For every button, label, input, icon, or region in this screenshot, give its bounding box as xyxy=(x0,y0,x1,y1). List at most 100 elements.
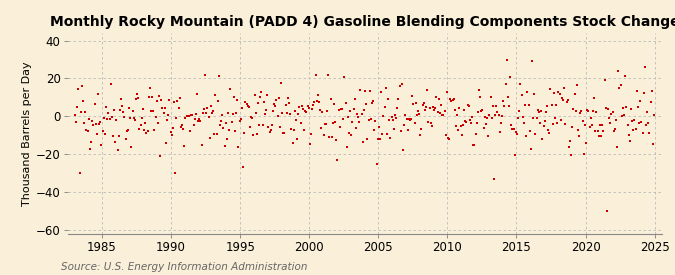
Point xyxy=(172,99,183,103)
Point xyxy=(109,108,119,113)
Point xyxy=(287,141,298,145)
Point xyxy=(472,109,483,114)
Title: Monthly Rocky Mountain (PADD 4) Gasoline Blending Components Stock Change: Monthly Rocky Mountain (PADD 4) Gasoline… xyxy=(50,15,675,29)
Point xyxy=(471,121,482,126)
Y-axis label: Thousand Barrels per Day: Thousand Barrels per Day xyxy=(22,61,32,206)
Point xyxy=(325,97,336,101)
Point xyxy=(301,109,312,114)
Point xyxy=(451,124,462,128)
Point xyxy=(236,117,246,121)
Point xyxy=(115,96,126,101)
Point xyxy=(252,100,263,105)
Point xyxy=(267,123,277,127)
Point xyxy=(506,123,516,127)
Point xyxy=(126,145,137,149)
Point xyxy=(418,101,429,106)
Point xyxy=(401,116,412,121)
Point xyxy=(468,143,479,147)
Point xyxy=(512,132,522,137)
Point xyxy=(141,131,152,135)
Point xyxy=(591,110,602,115)
Point xyxy=(254,122,265,127)
Point xyxy=(72,104,82,109)
Point xyxy=(458,123,468,127)
Point xyxy=(495,120,506,125)
Point xyxy=(292,137,302,141)
Point xyxy=(490,113,501,117)
Point xyxy=(233,145,244,149)
Point xyxy=(474,88,485,92)
Point xyxy=(412,108,423,113)
Point xyxy=(148,109,159,113)
Point xyxy=(568,107,579,111)
Point xyxy=(220,121,231,125)
Point xyxy=(414,112,425,117)
Point xyxy=(263,124,274,129)
Point xyxy=(582,108,593,112)
Point xyxy=(391,116,402,120)
Point xyxy=(213,73,224,78)
Point xyxy=(337,107,348,111)
Point xyxy=(298,107,308,111)
Point xyxy=(82,129,93,133)
Point xyxy=(400,113,411,117)
Point xyxy=(265,128,276,132)
Point xyxy=(153,121,163,126)
Point xyxy=(92,92,103,96)
Point xyxy=(398,147,408,152)
Point xyxy=(340,101,351,105)
Point xyxy=(561,100,572,104)
Point xyxy=(491,104,502,109)
Point xyxy=(309,100,320,104)
Point xyxy=(130,118,140,122)
Point xyxy=(454,106,465,110)
Point xyxy=(95,120,106,124)
Point xyxy=(327,121,338,126)
Point xyxy=(588,109,599,113)
Point xyxy=(538,124,549,128)
Point xyxy=(324,135,335,139)
Point xyxy=(187,113,198,117)
Point xyxy=(572,128,583,132)
Point xyxy=(482,116,493,120)
Point xyxy=(452,113,462,117)
Point xyxy=(71,120,82,124)
Point xyxy=(634,99,645,104)
Point xyxy=(74,171,85,175)
Point xyxy=(626,107,637,112)
Point xyxy=(241,102,252,106)
Point xyxy=(306,106,317,111)
Point xyxy=(388,127,399,131)
Point xyxy=(300,109,310,113)
Point xyxy=(560,122,571,127)
Point xyxy=(558,98,568,102)
Point xyxy=(595,122,605,127)
Point xyxy=(647,89,657,94)
Point xyxy=(70,113,80,118)
Point xyxy=(186,113,196,117)
Point xyxy=(281,111,292,115)
Point xyxy=(518,121,529,126)
Point xyxy=(407,94,418,98)
Point xyxy=(507,127,518,131)
Point xyxy=(443,136,454,140)
Point xyxy=(567,125,578,129)
Point xyxy=(632,104,643,109)
Point xyxy=(643,121,653,125)
Point xyxy=(642,109,653,114)
Point xyxy=(533,110,544,114)
Point xyxy=(544,131,555,135)
Point xyxy=(200,73,211,77)
Point xyxy=(347,120,358,124)
Point xyxy=(371,161,382,166)
Point xyxy=(306,132,317,136)
Point xyxy=(358,108,369,112)
Point xyxy=(641,123,651,128)
Point xyxy=(231,111,242,115)
Point xyxy=(539,119,550,123)
Point xyxy=(277,111,288,116)
Point xyxy=(574,133,585,138)
Point xyxy=(355,87,366,92)
Point xyxy=(543,127,554,132)
Point xyxy=(182,114,193,119)
